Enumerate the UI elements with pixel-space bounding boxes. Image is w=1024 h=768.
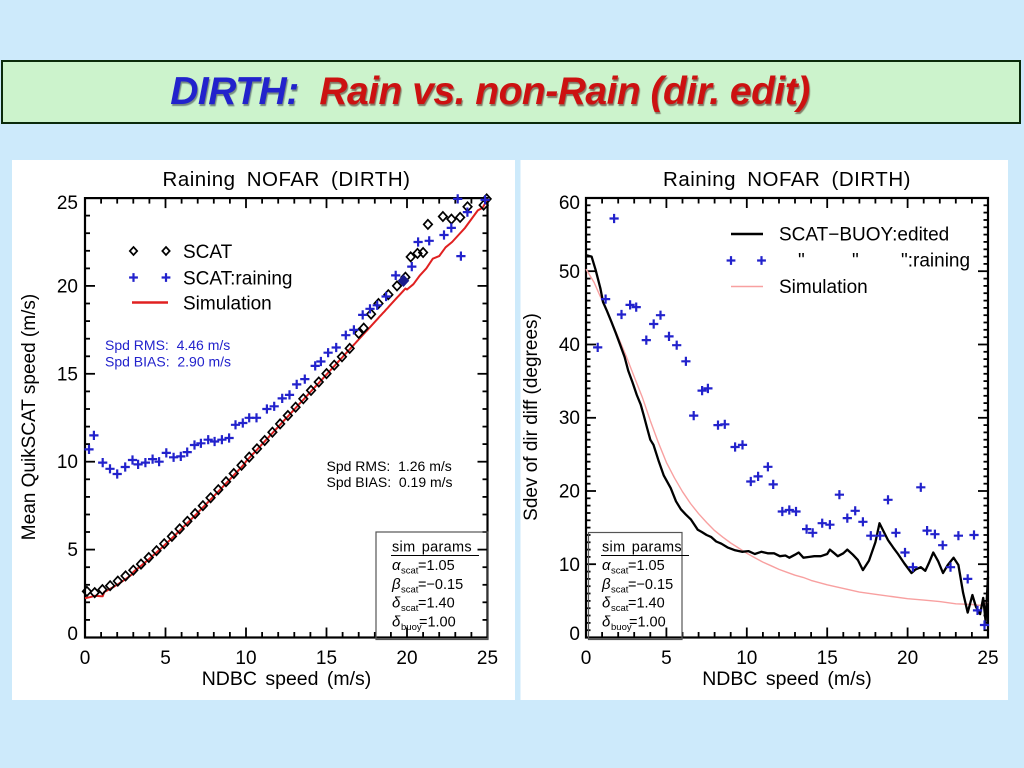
svg-text:scat: scat: [401, 585, 419, 596]
svg-text:α: α: [602, 557, 611, 574]
svg-text:=1.05: =1.05: [418, 558, 455, 574]
svg-text:Sdev of dir diff (degrees): Sdev of dir diff (degrees): [521, 313, 542, 521]
svg-text:5: 5: [67, 540, 78, 561]
svg-text:Simulation: Simulation: [779, 277, 868, 298]
svg-text:α: α: [392, 557, 401, 574]
svg-text:10: 10: [736, 648, 757, 669]
svg-text:=1.00: =1.00: [419, 615, 456, 631]
svg-text:Simulation: Simulation: [183, 294, 272, 315]
svg-text:0: 0: [80, 648, 91, 669]
svg-text:δ: δ: [602, 595, 611, 612]
svg-text:20: 20: [559, 482, 580, 503]
svg-text:scat: scat: [611, 566, 629, 577]
svg-text:": ": [798, 251, 805, 272]
svg-text:15: 15: [316, 648, 337, 669]
svg-text:50: 50: [559, 262, 580, 283]
svg-text:=1.00: =1.00: [629, 615, 666, 631]
svg-text:":raining: ":raining: [901, 251, 970, 272]
svg-text:25: 25: [57, 193, 78, 214]
svg-text:NDBC speed (m/s): NDBC speed (m/s): [202, 668, 372, 690]
svg-text:0: 0: [569, 624, 580, 645]
svg-text:Spd RMS: 4.46 m/s: Spd RMS: 4.46 m/s: [105, 337, 230, 353]
svg-text:10: 10: [559, 555, 580, 576]
svg-text:SCAT: SCAT: [183, 242, 233, 263]
svg-text:20: 20: [396, 648, 417, 669]
svg-text:δ: δ: [602, 614, 611, 631]
svg-text:δ: δ: [392, 595, 401, 612]
svg-text:Spd BIAS: 2.90 m/s: Spd BIAS: 2.90 m/s: [105, 354, 231, 370]
svg-text:Spd BIAS: 0.19 m/s: Spd BIAS: 0.19 m/s: [327, 474, 453, 490]
svg-text:60: 60: [559, 193, 580, 214]
svg-text:sim params: sim params: [602, 540, 682, 556]
svg-text:10: 10: [57, 452, 78, 473]
svg-text:20: 20: [57, 276, 78, 297]
svg-text:=1.40: =1.40: [628, 596, 665, 612]
svg-text:15: 15: [57, 364, 78, 385]
svg-text:δ: δ: [392, 614, 401, 631]
svg-text:20: 20: [897, 648, 918, 669]
svg-text:0: 0: [67, 624, 78, 645]
svg-text:25: 25: [977, 648, 998, 669]
svg-text:NDBC speed (m/s): NDBC speed (m/s): [702, 668, 872, 690]
svg-text:Raining NOFAR (DIRTH): Raining NOFAR (DIRTH): [163, 168, 411, 191]
svg-text:SCAT:raining: SCAT:raining: [183, 269, 292, 290]
svg-text:buoy: buoy: [401, 622, 422, 633]
svg-text:=−0.15: =−0.15: [628, 577, 673, 593]
svg-text:10: 10: [235, 648, 256, 669]
svg-text:Mean QuikSCAT speed (m/s): Mean QuikSCAT speed (m/s): [19, 294, 40, 540]
svg-text:5: 5: [661, 648, 672, 669]
svg-text:=1.40: =1.40: [418, 596, 455, 612]
svg-text:scat: scat: [611, 603, 629, 614]
svg-text:Spd RMS: 1.26 m/s: Spd RMS: 1.26 m/s: [327, 458, 452, 474]
svg-text:scat: scat: [401, 603, 419, 614]
svg-text:0: 0: [581, 648, 592, 669]
svg-text:β: β: [391, 576, 401, 593]
svg-text:SCAT−BUOY:edited: SCAT−BUOY:edited: [779, 225, 949, 246]
svg-text:15: 15: [817, 648, 838, 669]
svg-text:scat: scat: [611, 585, 629, 596]
svg-text:β: β: [601, 576, 611, 593]
svg-text:": ": [852, 251, 859, 272]
svg-text:30: 30: [559, 408, 580, 429]
svg-text:5: 5: [160, 648, 171, 669]
svg-text:=−0.15: =−0.15: [418, 577, 463, 593]
svg-text:buoy: buoy: [611, 622, 632, 633]
svg-text:Raining NOFAR (DIRTH): Raining NOFAR (DIRTH): [663, 168, 911, 191]
svg-text:sim params: sim params: [392, 540, 472, 556]
svg-text:scat: scat: [401, 566, 419, 577]
svg-text:40: 40: [559, 335, 580, 356]
svg-text:25: 25: [477, 648, 498, 669]
svg-text:=1.05: =1.05: [628, 558, 665, 574]
